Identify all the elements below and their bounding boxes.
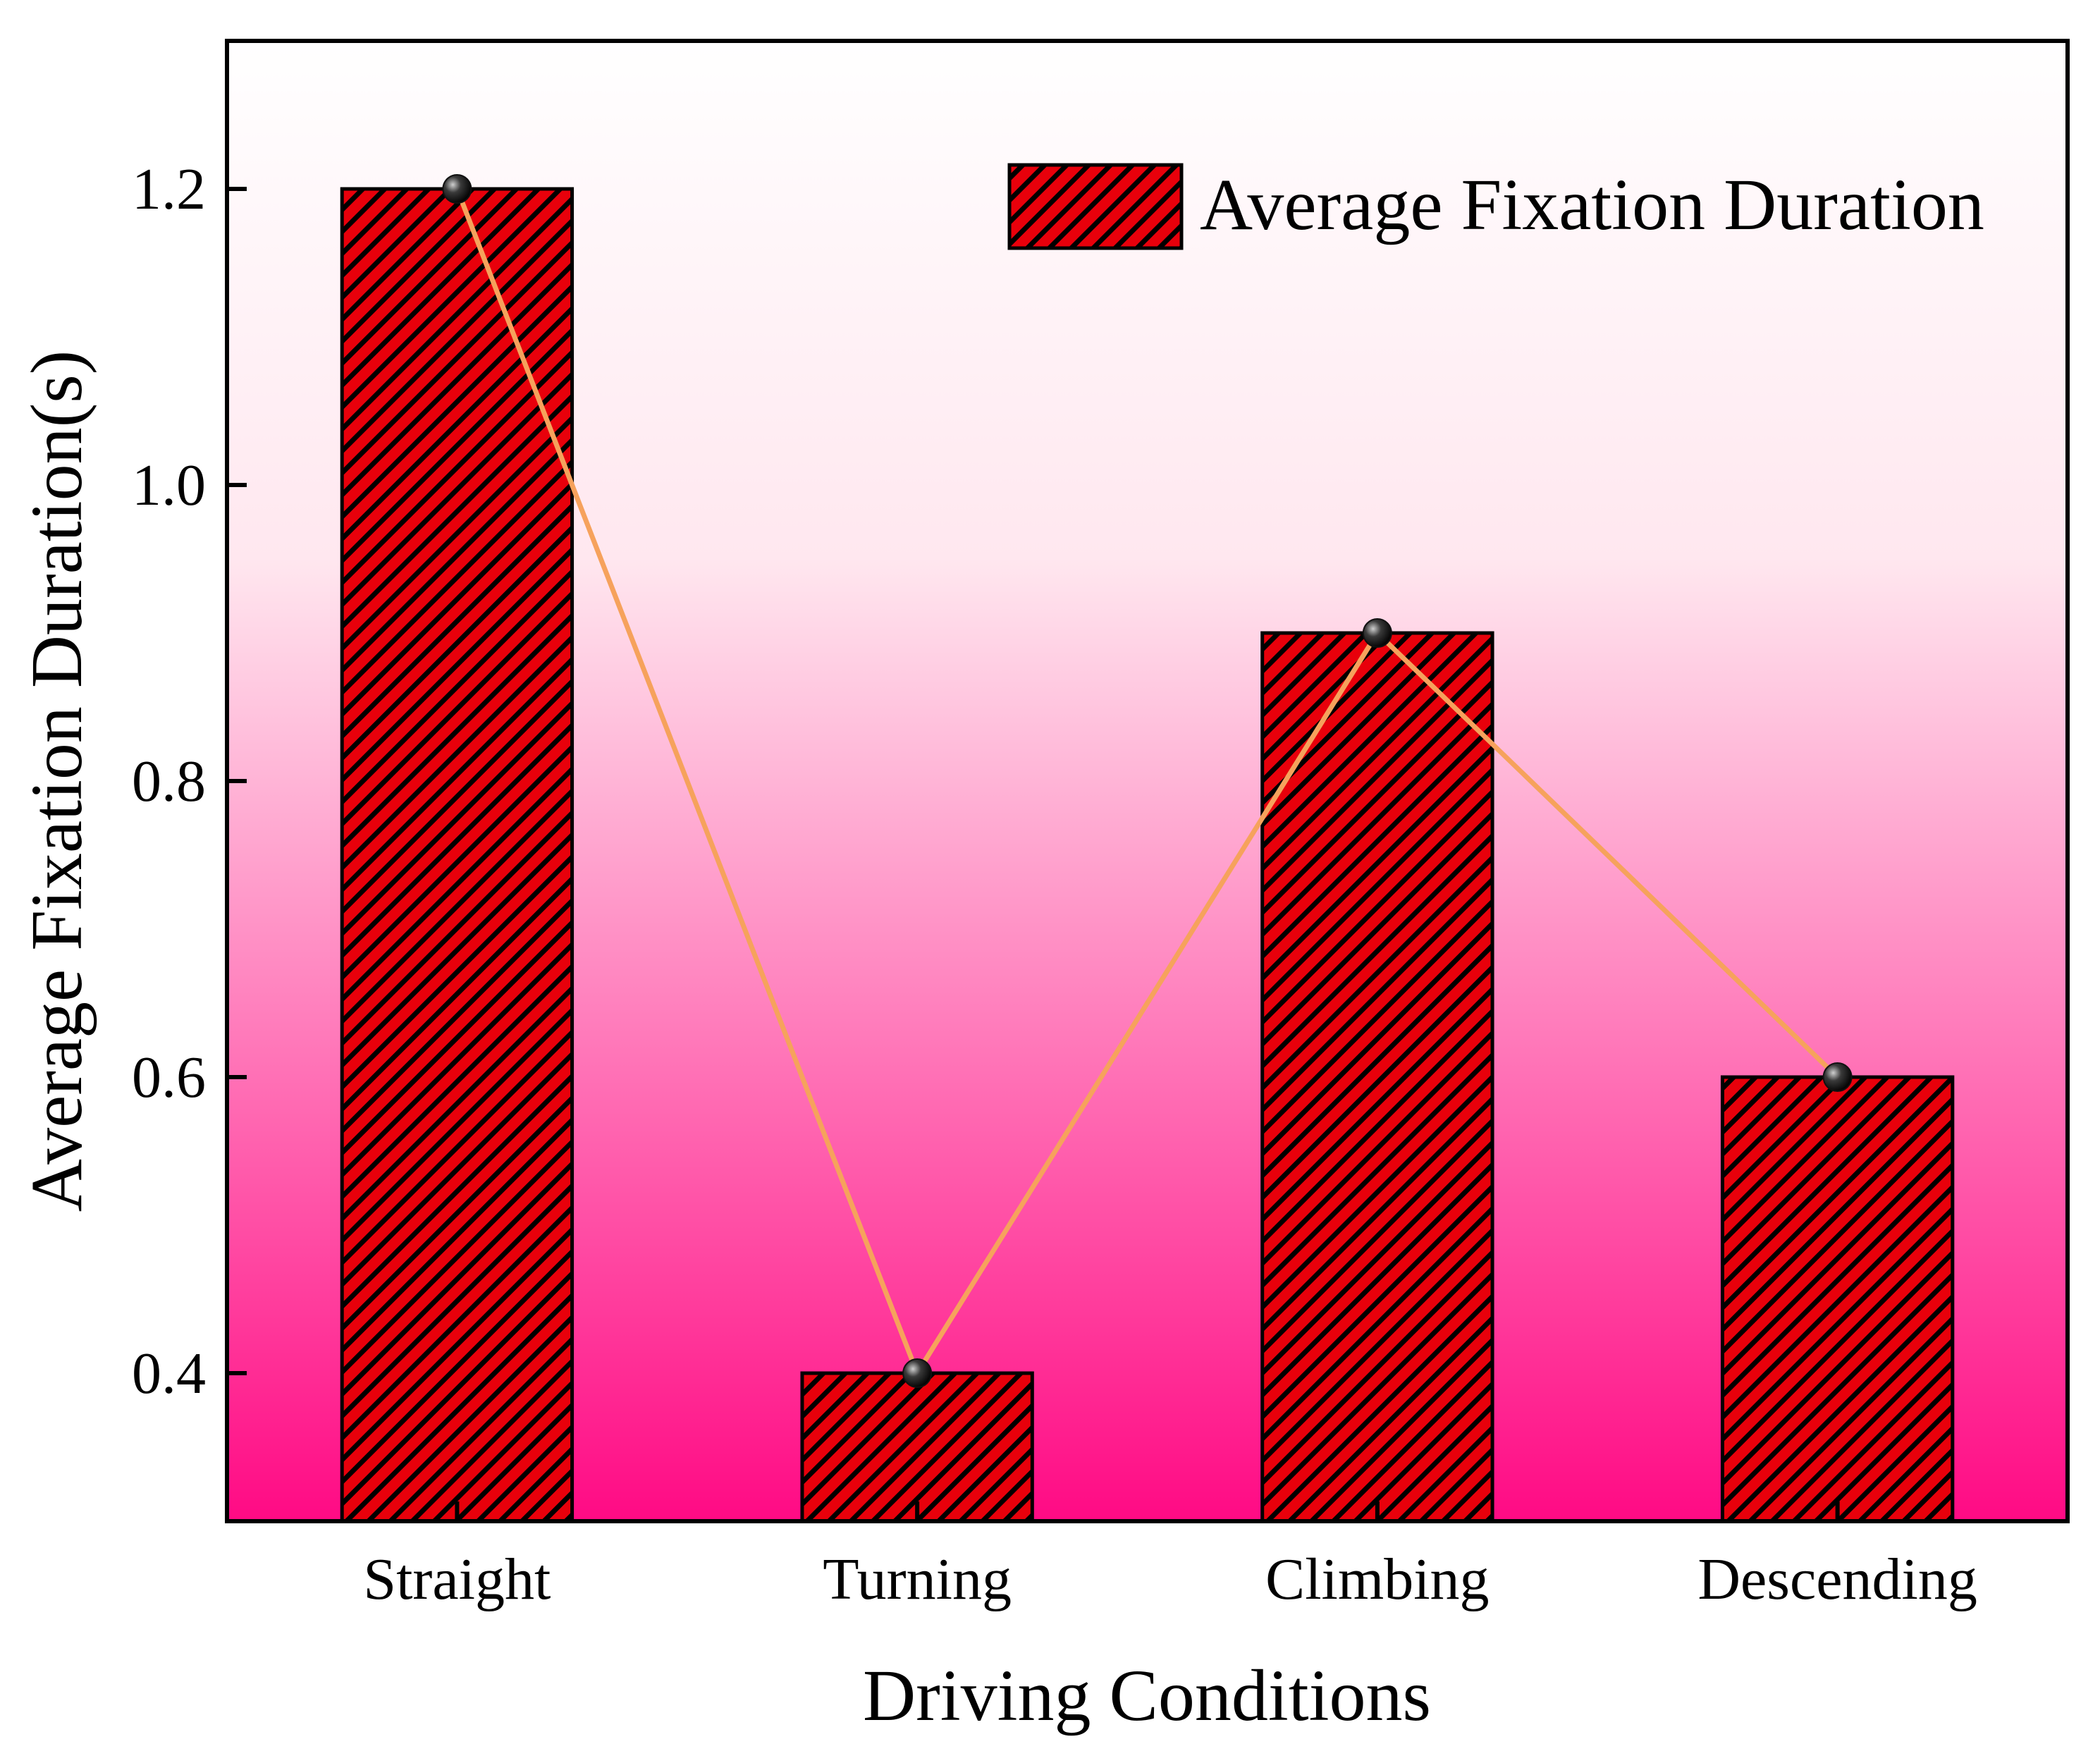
x-tick-label: Turning (823, 1547, 1012, 1612)
y-tick-label: 0.4 (132, 1341, 206, 1406)
y-tick-label: 0.6 (132, 1045, 206, 1110)
marker-descending (1822, 1062, 1853, 1092)
x-tick-label: Climbing (1265, 1547, 1489, 1612)
legend-label: Average Fixation Duration (1200, 164, 1984, 245)
marker-straight (442, 174, 472, 204)
y-tick-label: 1.2 (132, 156, 206, 222)
y-tick-label: 1.0 (132, 453, 206, 518)
bar-turning (800, 1371, 1034, 1523)
marker-turning (902, 1358, 933, 1388)
x-axis-ticks: Straight Turning Climbing Descending (363, 1501, 1977, 1612)
y-tick-label: 0.8 (132, 749, 206, 814)
y-axis-ticks: 0.4 0.6 0.8 1.0 1.2 (132, 156, 247, 1406)
marker-climbing (1362, 618, 1392, 648)
x-axis-label: Driving Conditions (863, 1655, 1431, 1736)
y-axis-label: Average Fixation Duration(s) (16, 350, 97, 1212)
legend: Average Fixation Duration (1007, 163, 1984, 250)
markers-group (442, 174, 1853, 1388)
trend-line (455, 188, 1840, 1379)
bar-straight (340, 187, 575, 1523)
bars-group (340, 187, 1955, 1523)
bar-climbing (1260, 631, 1494, 1523)
x-tick-label: Descending (1697, 1547, 1977, 1612)
bar-descending (1720, 1075, 1955, 1523)
legend-swatch (1007, 163, 1184, 250)
x-tick-label: Straight (363, 1547, 551, 1612)
